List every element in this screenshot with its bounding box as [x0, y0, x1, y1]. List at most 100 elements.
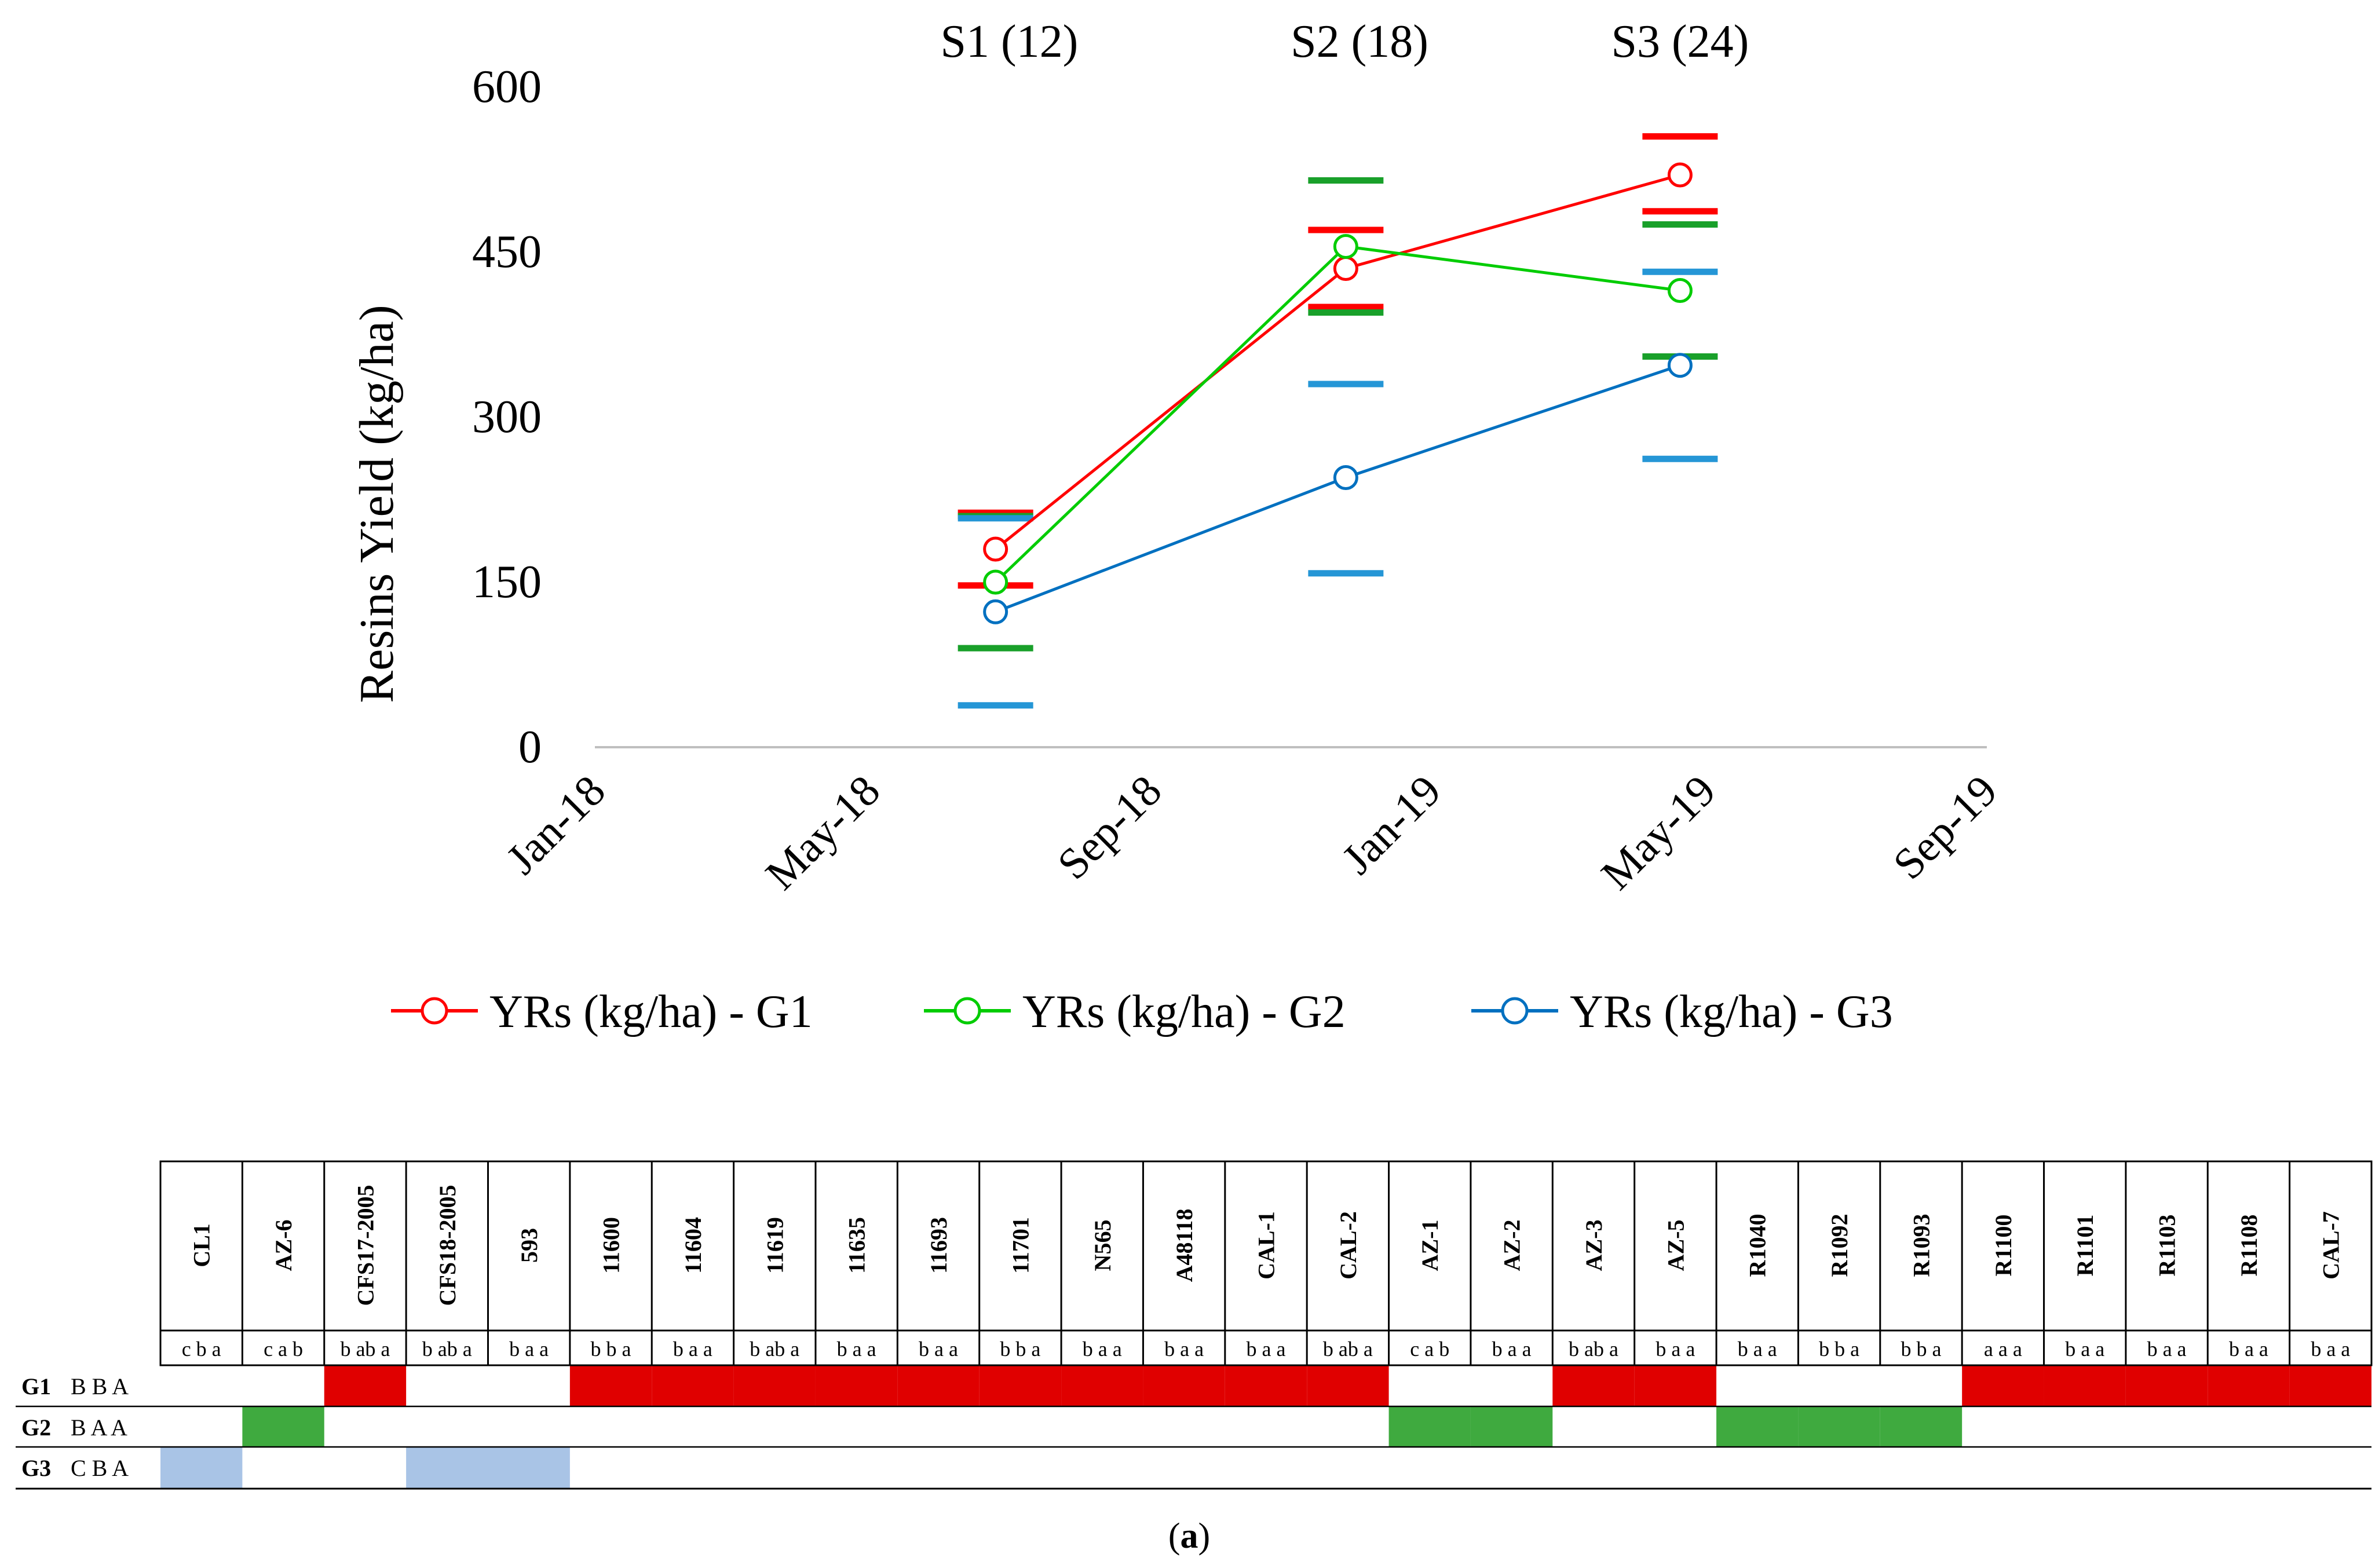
y-tick-label: 150 [472, 557, 542, 608]
cultivar-letters: b a a [1656, 1337, 1695, 1361]
group-cell [1061, 1365, 1143, 1406]
cultivar-letters: c a b [1410, 1337, 1449, 1361]
y-tick-label: 600 [472, 61, 542, 112]
group-cell [406, 1447, 488, 1489]
group-cell [160, 1447, 243, 1489]
group-cell [1388, 1406, 1471, 1447]
group-name: G1 [21, 1373, 51, 1399]
cultivar-letters: b b a [1819, 1337, 1859, 1361]
group-letters: C B A [71, 1455, 129, 1481]
x-tick-label: Sep-19 [1884, 766, 2007, 889]
group-cell [733, 1365, 816, 1406]
sampling-label: S1 (12) [940, 16, 1078, 67]
group-cell [1307, 1365, 1389, 1406]
group-cell [1552, 1365, 1635, 1406]
sampling-labels: S1 (12) S2 (18) S3 (24) [940, 16, 1749, 67]
cultivar-name: 593 [516, 1228, 542, 1263]
cultivar-letters: b b a [591, 1337, 631, 1361]
cultivar-name: CAL-1 [1254, 1211, 1280, 1280]
cultivar-letters: b a a [919, 1337, 958, 1361]
data-point [1333, 234, 1358, 259]
group-cell [242, 1406, 324, 1447]
group-cell [1470, 1406, 1553, 1447]
group-cell [979, 1365, 1062, 1406]
line-chart: 0 150 300 450 600 Jan-18 May-18 Sep-18 Jan-19 Ma… [350, 16, 2007, 899]
cultivar-letters: b a a [1083, 1337, 1122, 1361]
group-cell [1798, 1406, 1880, 1447]
cultivar-letters: b ab a [1323, 1337, 1373, 1361]
cultivar-name: 11701 [1007, 1217, 1033, 1274]
group-cell [1143, 1365, 1225, 1406]
cultivar-letters: b ab a [750, 1337, 799, 1361]
data-point [983, 536, 1008, 562]
group-name: G3 [21, 1455, 51, 1481]
cultivar-letters: c b a [182, 1337, 221, 1361]
group-letters: B B A [71, 1373, 129, 1399]
x-tick-label: Sep-18 [1048, 766, 1171, 889]
data-point [983, 599, 1008, 624]
cultivar-letters: b a a [673, 1337, 712, 1361]
cultivar-letters: a a a [1984, 1337, 2022, 1361]
cultivar-letters: b a a [1247, 1337, 1286, 1361]
group-cell [1962, 1365, 2044, 1406]
cultivar-name: 11693 [926, 1217, 952, 1274]
cultivar-name: CFS17-2005 [352, 1185, 378, 1306]
cultivar-name: AZ-6 [271, 1220, 297, 1271]
x-tick-label: May-19 [1592, 766, 1725, 900]
table-header-border [159, 1160, 2373, 1366]
sampling-label: S2 (18) [1291, 16, 1428, 67]
y-axis-label: Resins Yield (kg/ha) [350, 305, 404, 703]
figure-caption: (a) [1168, 1516, 1210, 1556]
legend-marker [1501, 997, 1529, 1025]
legend-entry: YRs (kg/ha) - G1 [489, 986, 813, 1037]
legend-marker [953, 997, 981, 1025]
cultivar-letters: b a a [2065, 1337, 2104, 1361]
legend-marker [421, 997, 448, 1025]
cultivar-letters: b ab a [422, 1337, 472, 1361]
error-marks [958, 133, 1718, 709]
cultivar-name: 11619 [762, 1217, 788, 1274]
group-cell [815, 1365, 898, 1406]
cultivar-letters: b a a [1492, 1337, 1532, 1361]
cultivar-letters: b a a [2311, 1337, 2350, 1361]
group-cell [569, 1365, 652, 1406]
cultivar-letters: b ab a [340, 1337, 390, 1361]
cultivar-name: R1092 [1826, 1214, 1852, 1277]
cultivar-name: CL1 [189, 1223, 215, 1267]
legend-entry: YRs (kg/ha) - G3 [1570, 986, 1893, 1037]
cultivar-name: R1100 [1990, 1215, 2016, 1277]
group-cell [1225, 1365, 1307, 1406]
group-cell [2044, 1365, 2126, 1406]
cultivar-letters: b a a [2229, 1337, 2268, 1361]
cultivar-name: AZ-1 [1417, 1220, 1443, 1271]
cultivar-name: N565 [1090, 1220, 1116, 1271]
sampling-label: S3 (24) [1611, 16, 1749, 67]
legend-entry: YRs (kg/ha) - G2 [1022, 986, 1346, 1037]
group-cell [897, 1365, 980, 1406]
y-tick-label: 300 [472, 392, 542, 443]
data-point [1333, 465, 1358, 490]
group-cell [2289, 1365, 2371, 1406]
group-cell [324, 1365, 407, 1406]
cultivar-name: 11635 [844, 1217, 870, 1274]
cultivar-letters: c a b [264, 1337, 303, 1361]
group-letters: B A A [71, 1415, 127, 1441]
group-cell [2125, 1365, 2208, 1406]
cultivar-letters: b ab a [1569, 1337, 1618, 1361]
cultivar-name: AZ-3 [1581, 1220, 1607, 1271]
cultivar-name: 11600 [598, 1217, 624, 1274]
group-name: G2 [21, 1415, 51, 1441]
cultivar-name: R1101 [2072, 1215, 2098, 1277]
data-point [1667, 278, 1693, 303]
data-point [983, 569, 1008, 595]
y-tick-label: 0 [518, 722, 542, 773]
data-point [1333, 256, 1358, 281]
cultivar-name: CAL-2 [1335, 1211, 1361, 1280]
group-cell [1880, 1406, 1963, 1447]
x-tick-label: Jan-19 [1333, 766, 1450, 884]
data-point [1667, 353, 1693, 378]
cultivar-name: CFS18-2005 [434, 1185, 461, 1306]
cultivar-name: A48118 [1171, 1209, 1197, 1282]
cultivar-name: CAL-7 [2318, 1211, 2344, 1280]
